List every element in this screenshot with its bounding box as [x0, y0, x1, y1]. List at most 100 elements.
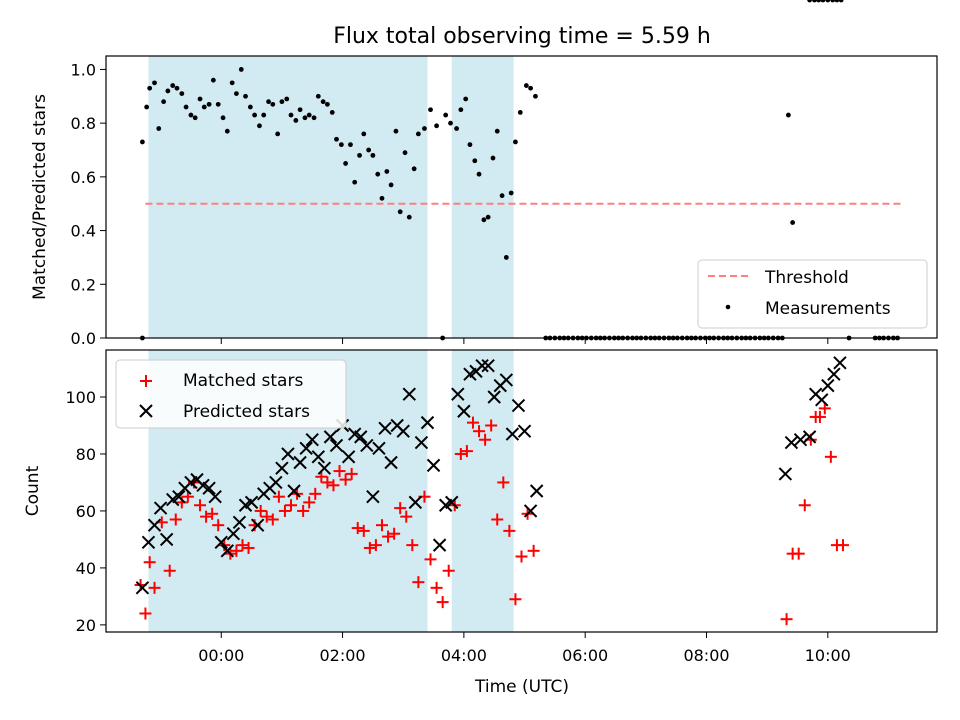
bottom-legend-box [115, 359, 347, 429]
matched-star-point [272, 490, 285, 503]
predicted-star-point [275, 461, 289, 475]
measurement-point [179, 91, 185, 96]
matched-star-point [460, 445, 473, 458]
matched-star-point [394, 502, 407, 515]
matched-star-point [254, 504, 267, 517]
measurement-point [384, 169, 390, 174]
predicted-star-point [208, 489, 222, 504]
measurement-point [206, 101, 212, 107]
measurement-point [397, 209, 403, 215]
measurement-point [165, 88, 171, 94]
measurement-point [379, 195, 385, 201]
measurement-point [370, 152, 376, 158]
measurement-point [174, 85, 180, 91]
matched-star-point [836, 539, 849, 552]
predicted-star-point [202, 481, 216, 495]
matched-star-point [339, 473, 352, 486]
matched-star-point [503, 524, 516, 537]
predicted-star-point [402, 387, 416, 401]
measurement-point [472, 158, 478, 164]
measurement-point [533, 93, 538, 99]
measurement-point [528, 85, 533, 91]
bottom-panel-frame [105, 349, 938, 633]
measurement-point [428, 107, 433, 113]
measurement-point [485, 214, 491, 220]
measurement-point [234, 91, 239, 96]
predicted-star-point [232, 515, 247, 530]
legend-threshold-label: Threshold [764, 268, 849, 288]
matched-star-point [206, 507, 219, 520]
legend-predicted-label: Predicted stars [183, 402, 310, 422]
measurement-point [161, 99, 167, 105]
measurement-point [343, 161, 348, 166]
predicted-star-point [147, 518, 162, 532]
measurement-point [503, 255, 509, 260]
measurement-point [315, 93, 321, 99]
predicted-star-point [135, 581, 150, 595]
measurement-point [812, 0, 817, 3]
measurement-point [458, 107, 464, 113]
measurement-point [320, 99, 326, 105]
measurement-point [188, 112, 194, 118]
predicted-star-point [793, 433, 808, 447]
measurement-point [517, 110, 523, 115]
matched-star-point [497, 476, 510, 489]
matched-star-point [212, 519, 225, 532]
x-tick-label: 00:00 [198, 646, 244, 665]
top-panel: 0.0 0.2 0.4 0.6 0.8 1.0 Matched/Predicted sta… [30, 0, 938, 348]
measurement-point [329, 110, 335, 115]
predicted-star-point [269, 475, 283, 490]
predicted-star-point [226, 527, 241, 541]
x-tick-label: 02:00 [320, 646, 366, 665]
predicted-star-point [372, 441, 386, 455]
measurement-point [215, 101, 221, 107]
measurement-point [415, 131, 421, 137]
predicted-star-point [426, 458, 441, 473]
predicted-star-point [366, 489, 380, 504]
measurement-point [147, 85, 153, 91]
predicted-star-point [250, 518, 265, 532]
matched-star-point [230, 544, 243, 557]
measurement-point [156, 126, 162, 131]
measurement-point [375, 171, 381, 177]
measurement-point [834, 0, 840, 3]
predicted-star-point [414, 435, 429, 450]
measurement-point [238, 67, 244, 72]
predicted-star-point [481, 358, 495, 373]
measurement-point [288, 112, 294, 118]
matched-star-point [236, 539, 249, 552]
bottom-panel: 20 40 60 80 100 00:00 02:00 04:00 06:00 08:00 10:0… [23, 349, 938, 665]
predicted-star-point [505, 427, 520, 441]
predicted-star-point [827, 367, 841, 381]
predicted-star-point [311, 450, 326, 464]
measurement-point [270, 101, 276, 107]
top-observing-band [451, 56, 514, 338]
matched-star-point [369, 539, 382, 552]
predicted-star-point [432, 538, 447, 552]
top-y-tick-label: 0.8 [71, 114, 96, 133]
measurement-point [513, 139, 518, 145]
measurement-point [494, 128, 500, 134]
matched-star-point [527, 544, 540, 557]
matched-star-point [466, 416, 479, 429]
matched-star-point [406, 539, 419, 552]
chart-title: Flux total observing time = 5.59 h [333, 24, 711, 49]
predicted-star-point [802, 430, 817, 444]
matched-star-point [309, 487, 322, 500]
measurement-point [338, 142, 344, 148]
predicted-star-point [451, 387, 465, 401]
measurement-point [243, 93, 248, 99]
x-tick-label: 10:00 [805, 646, 851, 665]
top-y-axis-label: Matched/Predicted stars [30, 94, 50, 300]
matched-star-point [436, 596, 449, 609]
matched-star-point [388, 527, 401, 540]
measurement-point [490, 155, 496, 161]
predicted-star-point [244, 495, 259, 510]
bottom-y-tick-label: 20 [76, 616, 96, 635]
measurement-point [284, 96, 290, 102]
predicted-star-point [329, 438, 344, 453]
measurement-point [279, 99, 285, 105]
predicted-star-point [141, 535, 156, 549]
predicted-star-point [159, 532, 174, 547]
predicted-star-point [153, 501, 168, 515]
